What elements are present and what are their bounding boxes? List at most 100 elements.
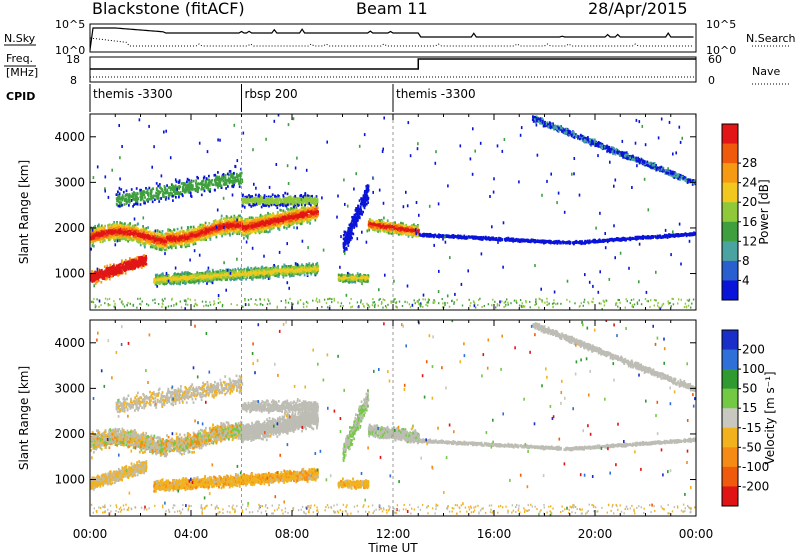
data-cell	[116, 231, 118, 235]
data-cell	[304, 217, 307, 220]
data-cell	[159, 244, 162, 248]
data-cell	[101, 227, 104, 230]
data-cell	[161, 230, 164, 233]
data-cell	[188, 239, 190, 243]
data-cell	[123, 232, 126, 236]
data-cell	[175, 180, 178, 183]
data-cell	[163, 185, 166, 188]
data-cell	[137, 222, 139, 225]
data-cell	[314, 210, 316, 214]
data-cell	[280, 222, 283, 225]
data-cell	[308, 214, 311, 218]
data-cell	[157, 237, 160, 241]
data-cell	[137, 227, 140, 231]
data-cell	[92, 235, 95, 238]
data-cell	[117, 204, 120, 208]
data-cell	[293, 215, 296, 219]
data-cell	[145, 191, 148, 194]
data-cell	[158, 241, 160, 245]
data-cell	[238, 174, 240, 177]
data-cell	[90, 274, 93, 277]
data-cell	[136, 262, 139, 266]
data-cell	[101, 234, 103, 237]
data-cell	[185, 233, 187, 237]
data-cell	[179, 191, 182, 194]
data-cell	[290, 218, 293, 222]
data-cell	[166, 243, 169, 247]
data-cell	[161, 189, 164, 192]
data-cell	[132, 233, 135, 237]
data-cell	[100, 268, 103, 272]
data-cell	[194, 242, 197, 245]
data-cell	[111, 229, 114, 232]
data-cell	[316, 212, 319, 215]
data-cell	[137, 261, 140, 265]
data-cell	[121, 194, 124, 197]
data-cell	[220, 184, 223, 187]
data-cell	[224, 174, 227, 177]
data-cell	[256, 222, 259, 225]
data-cell	[162, 247, 165, 250]
data-cell	[300, 211, 302, 215]
data-cell	[287, 223, 289, 226]
data-cell	[115, 264, 118, 267]
data-cell	[125, 225, 128, 228]
data-cell	[120, 201, 123, 204]
data-cell	[147, 193, 149, 196]
data-cell	[257, 197, 260, 200]
data-cell	[289, 216, 291, 219]
data-cell	[139, 243, 142, 247]
data-cell	[197, 233, 200, 236]
data-cell	[179, 237, 182, 241]
data-cell	[253, 219, 256, 222]
data-cell	[297, 212, 299, 215]
data-cell	[227, 173, 230, 177]
data-cell	[107, 224, 110, 227]
data-cell	[128, 193, 131, 196]
data-cell	[103, 273, 105, 276]
data-cell	[212, 223, 214, 226]
data-cell	[118, 201, 121, 204]
data-cell	[214, 232, 217, 236]
data-cell	[202, 224, 204, 227]
data-cell	[205, 238, 207, 241]
data-cell	[204, 230, 207, 233]
data-cell	[143, 244, 146, 248]
data-cell	[91, 244, 94, 247]
data-cell	[124, 225, 127, 228]
data-cell	[283, 224, 286, 227]
data-cell	[131, 239, 134, 242]
data-cell	[208, 174, 210, 178]
data-cell	[243, 222, 245, 226]
data-cell	[150, 243, 153, 247]
data-cell	[300, 206, 303, 209]
data-cell	[197, 176, 199, 180]
data-cell	[248, 216, 251, 219]
data-cell	[237, 178, 240, 181]
data-cell	[205, 177, 208, 180]
data-cell	[270, 227, 273, 231]
data-cell	[181, 237, 184, 241]
data-cell	[247, 232, 250, 235]
data-cell	[193, 240, 196, 244]
data-cell	[248, 194, 250, 197]
velocity-colorbar-swatch	[722, 388, 738, 409]
data-cell	[216, 184, 219, 187]
data-cell	[254, 228, 256, 231]
data-cell	[148, 234, 151, 238]
data-cell	[176, 239, 179, 243]
data-cell	[295, 206, 298, 210]
data-cell	[125, 202, 128, 205]
data-cell	[185, 236, 188, 239]
data-cell	[216, 221, 219, 224]
data-cell	[286, 192, 289, 196]
data-cell	[230, 222, 232, 226]
data-cell	[128, 197, 130, 201]
data-cell	[217, 171, 219, 174]
data-cell	[147, 238, 150, 241]
data-cell	[136, 192, 139, 196]
data-cell	[299, 222, 301, 225]
data-cell	[282, 219, 284, 223]
data-cell	[111, 230, 113, 234]
data-cell	[92, 245, 95, 248]
